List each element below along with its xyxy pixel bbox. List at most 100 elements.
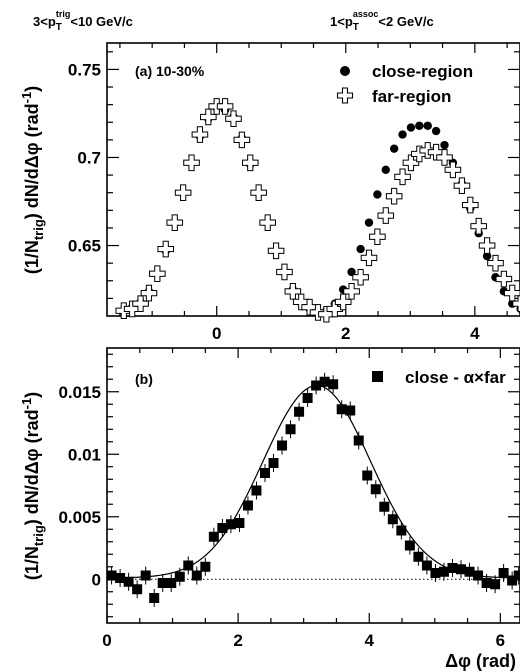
x-tick-label: 0 [212,324,221,343]
subtracted-point [132,584,143,595]
subtracted-point [251,485,262,496]
header-right-sub: T [353,22,359,33]
close-region-point [415,121,424,130]
far-region-point [225,110,242,128]
subtracted-point [234,518,245,528]
close-region-point [431,126,441,136]
far-region-point [478,237,496,254]
panel-b-marks [106,372,520,607]
panel-a-legend: close-region far-region [336,62,473,106]
far-region-point [470,217,487,235]
panel-a-marks [115,98,520,323]
header-left-sup: trig [56,9,71,19]
subtracted-point [277,440,288,451]
close-region-point [406,123,416,132]
y-tick-label: 0.65 [68,237,101,256]
subtracted-point [328,379,339,390]
far-region-point [250,184,267,202]
y-tick-label: 0.005 [58,508,101,527]
subtracted-point [456,564,466,575]
far-region-point [241,154,259,172]
subtracted-point [387,514,398,525]
legend-far-region-label: far-region [372,87,451,106]
far-region-point [200,108,217,126]
header-right-sup: assoc [353,9,379,19]
far-region-point [140,284,158,302]
panel-a-ylabel-pre: (1/N [22,240,42,274]
subtracted-point [413,551,424,562]
subtracted-point [396,525,407,536]
panel-a-ylabel-post: ) dN/dΔφ (rad [22,103,42,219]
panel-a-label: (a) 10-30% [135,63,205,79]
subtracted-point [174,571,185,582]
far-region-point [259,214,276,231]
close-region-point [356,244,365,254]
legend-close-region-label: close-region [372,62,473,81]
panel-b-ylabel-pre: (1/N [22,546,42,580]
close-region-point [423,121,432,130]
close-region-point [398,130,407,139]
far-region-point [462,196,479,214]
header-left-label: 3<pTtrig<10 GeV/c [33,9,133,33]
far-region-point [174,184,192,202]
panel-b-ylabel-sup: -1 [19,398,34,410]
x-tick-label: 4 [364,631,374,650]
far-region-point [334,293,352,311]
y-tick-label: 0.75 [68,60,101,79]
subtracted-point [191,570,202,581]
legend-subtracted-label: close - α×far [405,368,506,387]
subtracted-point [345,405,356,416]
far-region-point [419,142,437,159]
subtracted-point [166,578,177,588]
subtracted-point [268,458,279,468]
header-right-label: 1<pTassoc<2 GeV/c [330,9,434,33]
subtracted-point [217,523,228,533]
panel-b-legend: close - α×far [372,368,506,387]
subtracted-point [285,424,296,435]
y-tick-label: 0.7 [77,148,101,167]
x-tick-label: 2 [233,631,242,650]
x-tick-label: 4 [470,324,480,343]
panel-b: 0 2 4 6 0 0.005 0.01 0.015 (b) close - α×far (1… [19,347,520,671]
panel-a-ylabel-sup: -1 [19,92,34,104]
close-region-point [482,251,492,261]
far-region-point [436,149,453,166]
panel-b-frame [106,347,520,624]
subtracted-point [140,570,151,581]
far-region-point [343,283,360,300]
subtracted-point [242,500,253,511]
far-region-point [183,154,200,172]
x-tick-label: 6 [496,631,505,650]
far-region-point [276,263,293,281]
far-region-point [360,249,378,267]
subtracted-point [362,470,373,481]
far-region-point [369,228,386,246]
subtracted-point [379,501,390,512]
subtracted-point [490,579,501,590]
y-tick-label: 0 [92,570,101,589]
panel-a-ylabel-sub: trig [31,219,46,240]
subtracted-point [473,570,484,581]
close-region-point [373,190,382,199]
header-left-sub: T [56,22,62,33]
far-region-point [191,126,209,143]
panel-b-ylabel-close: ) [22,392,42,398]
far-region-point [512,295,520,312]
subtracted-point [106,570,117,581]
x-tick-label: 0 [102,631,111,650]
subtracted-point [404,540,415,551]
header-right-post: <2 GeV/c [378,14,433,29]
subtracted-point [430,568,441,578]
subtracted-point [157,578,168,588]
far-region-point [309,304,327,321]
subtracted-point [336,404,347,415]
subtracted-point [225,519,236,530]
header-right-pre: 1<p [330,14,353,29]
subtracted-point [464,566,475,577]
far-region-point [402,154,420,172]
subtracted-point [115,573,126,583]
close-region-point [440,140,449,150]
legend-close-region-marker [340,66,350,76]
panel-a-ylabel: (1/Ntrig) dN/dΔφ (rad-1) [19,86,46,274]
